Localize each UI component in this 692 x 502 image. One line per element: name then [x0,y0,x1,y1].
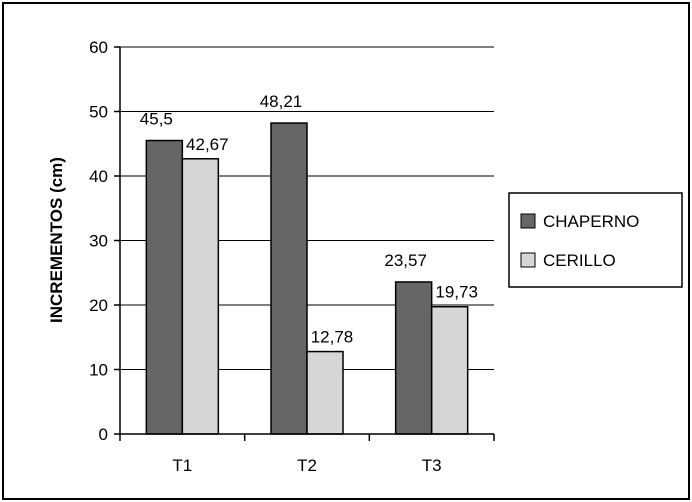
bars [145,122,469,435]
bar-chaperno-t1 [145,139,184,435]
data-label: 45,5 [140,110,173,129]
x-tick-label: T1 [172,456,192,475]
data-label: 19,73 [435,283,478,302]
legend: CHAPERNO CERILLO [508,192,683,288]
y-tick-label: 30 [89,232,108,251]
data-label: 48,21 [260,92,303,111]
data-label: 23,57 [384,251,427,270]
legend-swatch-cerillo [520,252,536,268]
y-axis-title: INCREMENTOS (cm) [47,157,66,323]
labels: 45,5 42,67 T1 48,21 12,78 T2 23,57 19,73 T3 0 10 20… [89,38,478,475]
y-tick-label: 20 [89,296,108,315]
bar-chaperno-t3 [394,281,433,435]
y-tick-label: 60 [89,38,108,57]
axes [114,46,495,441]
data-label: 42,67 [186,135,229,154]
y-tick-label: 40 [89,167,108,186]
legend-label-chaperno: CHAPERNO [543,212,639,231]
y-tick-label: 50 [89,103,108,122]
bar-cerillo-t1 [181,158,220,435]
bar-chaperno-t2 [270,122,308,435]
x-tick-label: T3 [422,456,442,475]
bar-cerillo-t3 [430,305,469,435]
legend-swatch-chaperno [520,213,536,229]
data-label: 12,78 [311,328,354,347]
y-tick-label: 10 [89,361,108,380]
legend-box [508,192,683,288]
bar-cerillo-t2 [306,350,344,435]
legend-label-cerillo: CERILLO [543,251,616,270]
x-tick-label: T2 [297,456,317,475]
y-tick-label: 0 [99,425,108,444]
